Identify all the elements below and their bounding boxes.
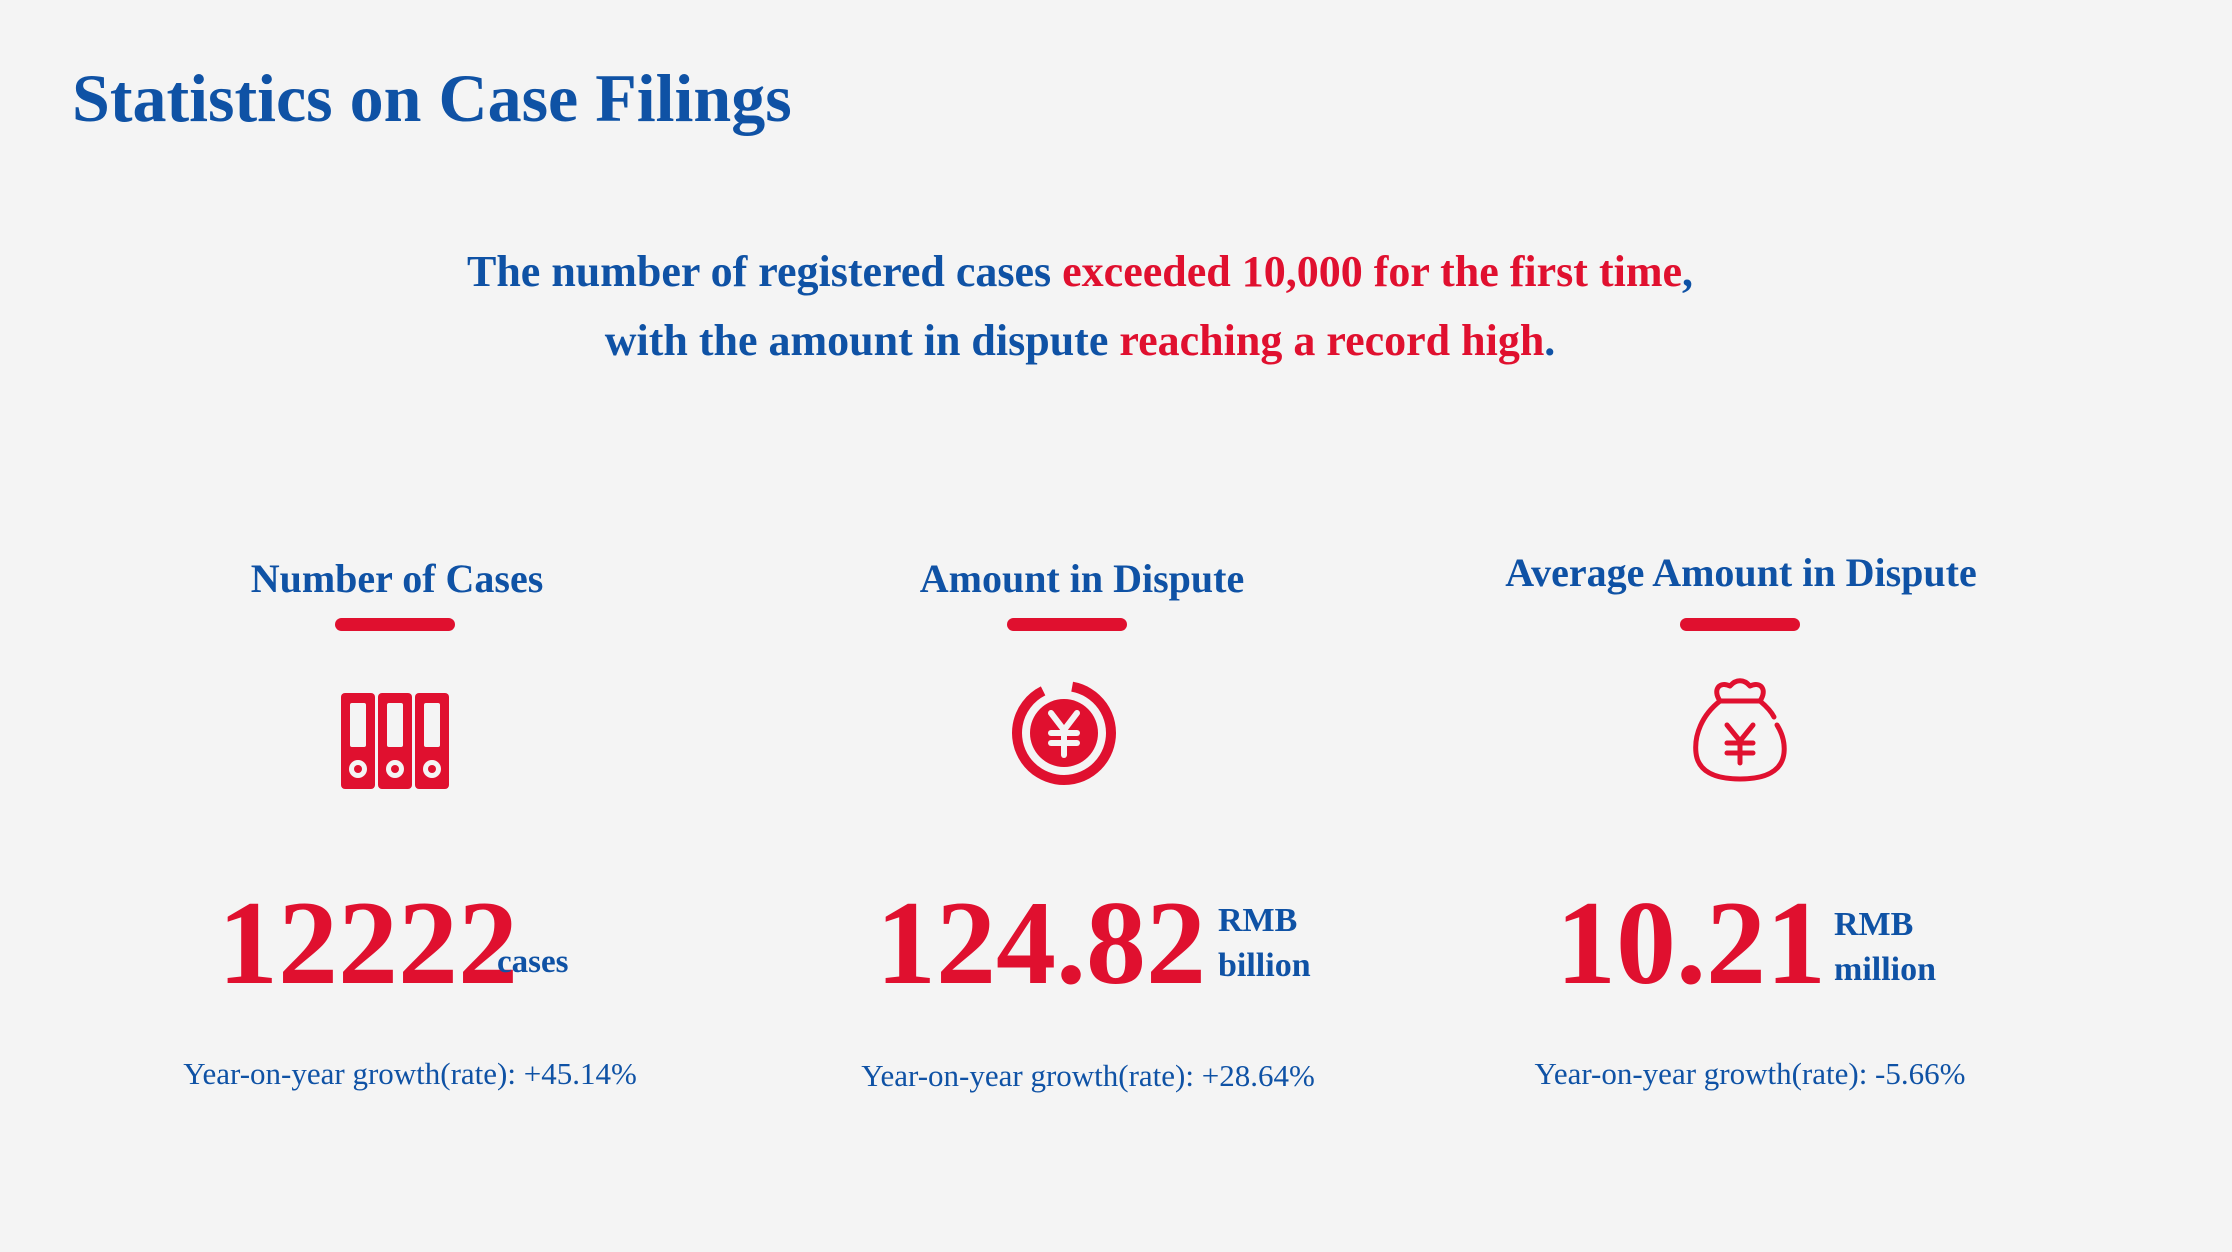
stat-value: 10.21 [1556,876,1826,1009]
headline-punctuation: . [1544,316,1556,365]
headline-punctuation: , [1682,247,1694,296]
stat-unit-line: billion [1218,947,1311,984]
stat-underline [1007,618,1127,631]
headline-text: with the amount in dispute [604,316,1120,365]
stat-unit: cases [497,944,569,980]
headline-text: The number of registered cases [466,247,1063,296]
yuan-coin-icon [1012,681,1116,785]
headline-line-1: The number of registered cases exceeded … [0,246,2160,299]
headline-line-2: with the amount in dispute reaching a re… [0,315,2160,368]
stat-value: 12222 [218,876,518,1009]
headline-highlight: exceeded 10,000 for the first time [1062,247,1683,296]
money-bag-icon [1693,678,1787,782]
headline-highlight: reaching a record high [1119,316,1545,365]
stat-value: 124.82 [876,876,1206,1009]
growth-rate: Year-on-year growth(rate): +45.14% [183,1056,637,1091]
growth-rate: Year-on-year growth(rate): -5.66% [1534,1056,1966,1091]
stat-unit: RMB billion [1218,898,1311,988]
stat-underline [335,618,455,631]
stat-unit-line: million [1834,951,1937,988]
growth-rate: Year-on-year growth(rate): +28.64% [861,1058,1315,1093]
stat-label: Average Amount in Dispute [1505,550,1977,595]
page-title: Statistics on Case Filings [72,60,792,136]
stat-label: Amount in Dispute [919,556,1245,601]
stat-underline [1680,618,1800,631]
stat-label: Number of Cases [250,556,544,601]
stat-unit-line: RMB [1834,906,1914,943]
binders-icon [341,693,449,789]
stat-unit-line: RMB [1218,902,1298,939]
stat-unit: RMB million [1834,902,1936,992]
